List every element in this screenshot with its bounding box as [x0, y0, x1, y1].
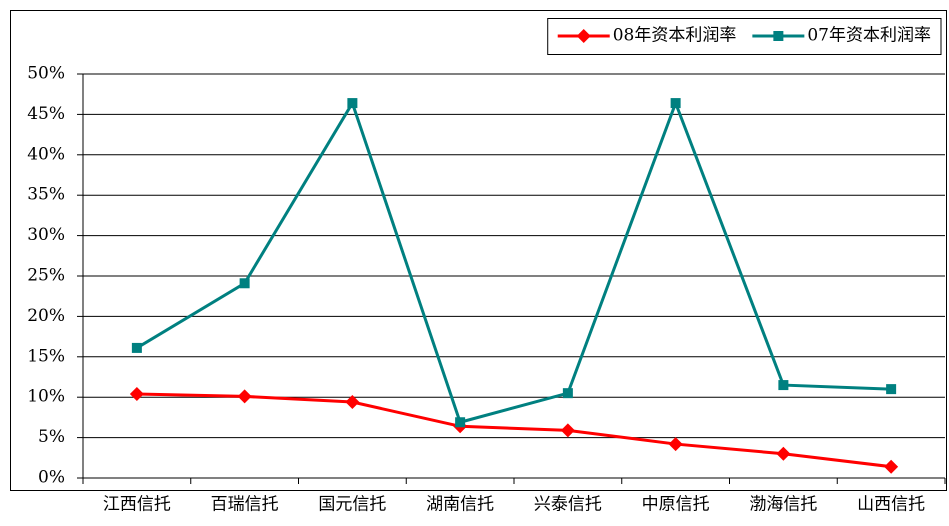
data-point [884, 459, 899, 474]
data-point [131, 342, 142, 353]
x-tick-label: 兴泰信托 [534, 495, 602, 515]
data-point [778, 380, 789, 391]
series-line [136, 392, 892, 469]
y-tick-label: 15% [27, 346, 65, 366]
data-point [347, 98, 358, 109]
chart-border [10, 10, 947, 491]
x-tick-label: 国元信托 [318, 495, 386, 515]
legend-marker [576, 29, 591, 43]
data-point [562, 388, 573, 399]
series-line [136, 98, 892, 425]
y-tick-label: 10% [27, 387, 65, 407]
data-point [560, 423, 575, 438]
legend-box [547, 18, 942, 55]
data-point [129, 386, 144, 401]
data-point [886, 384, 897, 395]
y-tick-label: 0% [38, 468, 65, 488]
legend-label: 08年资本利润率 [613, 26, 737, 46]
y-tick-label: 25% [27, 266, 65, 286]
y-tick-label: 50% [27, 64, 65, 84]
x-tick-label: 百瑞信托 [211, 495, 279, 515]
y-tick-label: 35% [27, 185, 65, 205]
x-tick-label: 湖南信托 [426, 495, 494, 515]
data-point [237, 389, 252, 404]
x-tick-label: 山西信托 [857, 495, 925, 515]
y-tick-label: 40% [27, 144, 65, 164]
legend-label: 07年资本利润率 [807, 26, 931, 46]
data-point [345, 395, 360, 410]
y-tick-label: 5% [38, 427, 65, 447]
data-point [668, 437, 683, 452]
x-tick-label: 中原信托 [642, 495, 710, 515]
y-tick-label: 45% [27, 104, 65, 124]
y-tick-label: 20% [27, 306, 65, 326]
legend-marker [773, 31, 784, 41]
x-tick-label: 渤海信托 [749, 495, 817, 515]
data-point [670, 98, 681, 109]
y-tick-label: 30% [27, 225, 65, 245]
x-tick-label: 江西信托 [103, 495, 171, 515]
data-point [455, 417, 466, 428]
data-point [776, 446, 791, 461]
data-point [239, 278, 250, 289]
legend: 08年资本利润率 07年资本利润率 [547, 18, 942, 55]
